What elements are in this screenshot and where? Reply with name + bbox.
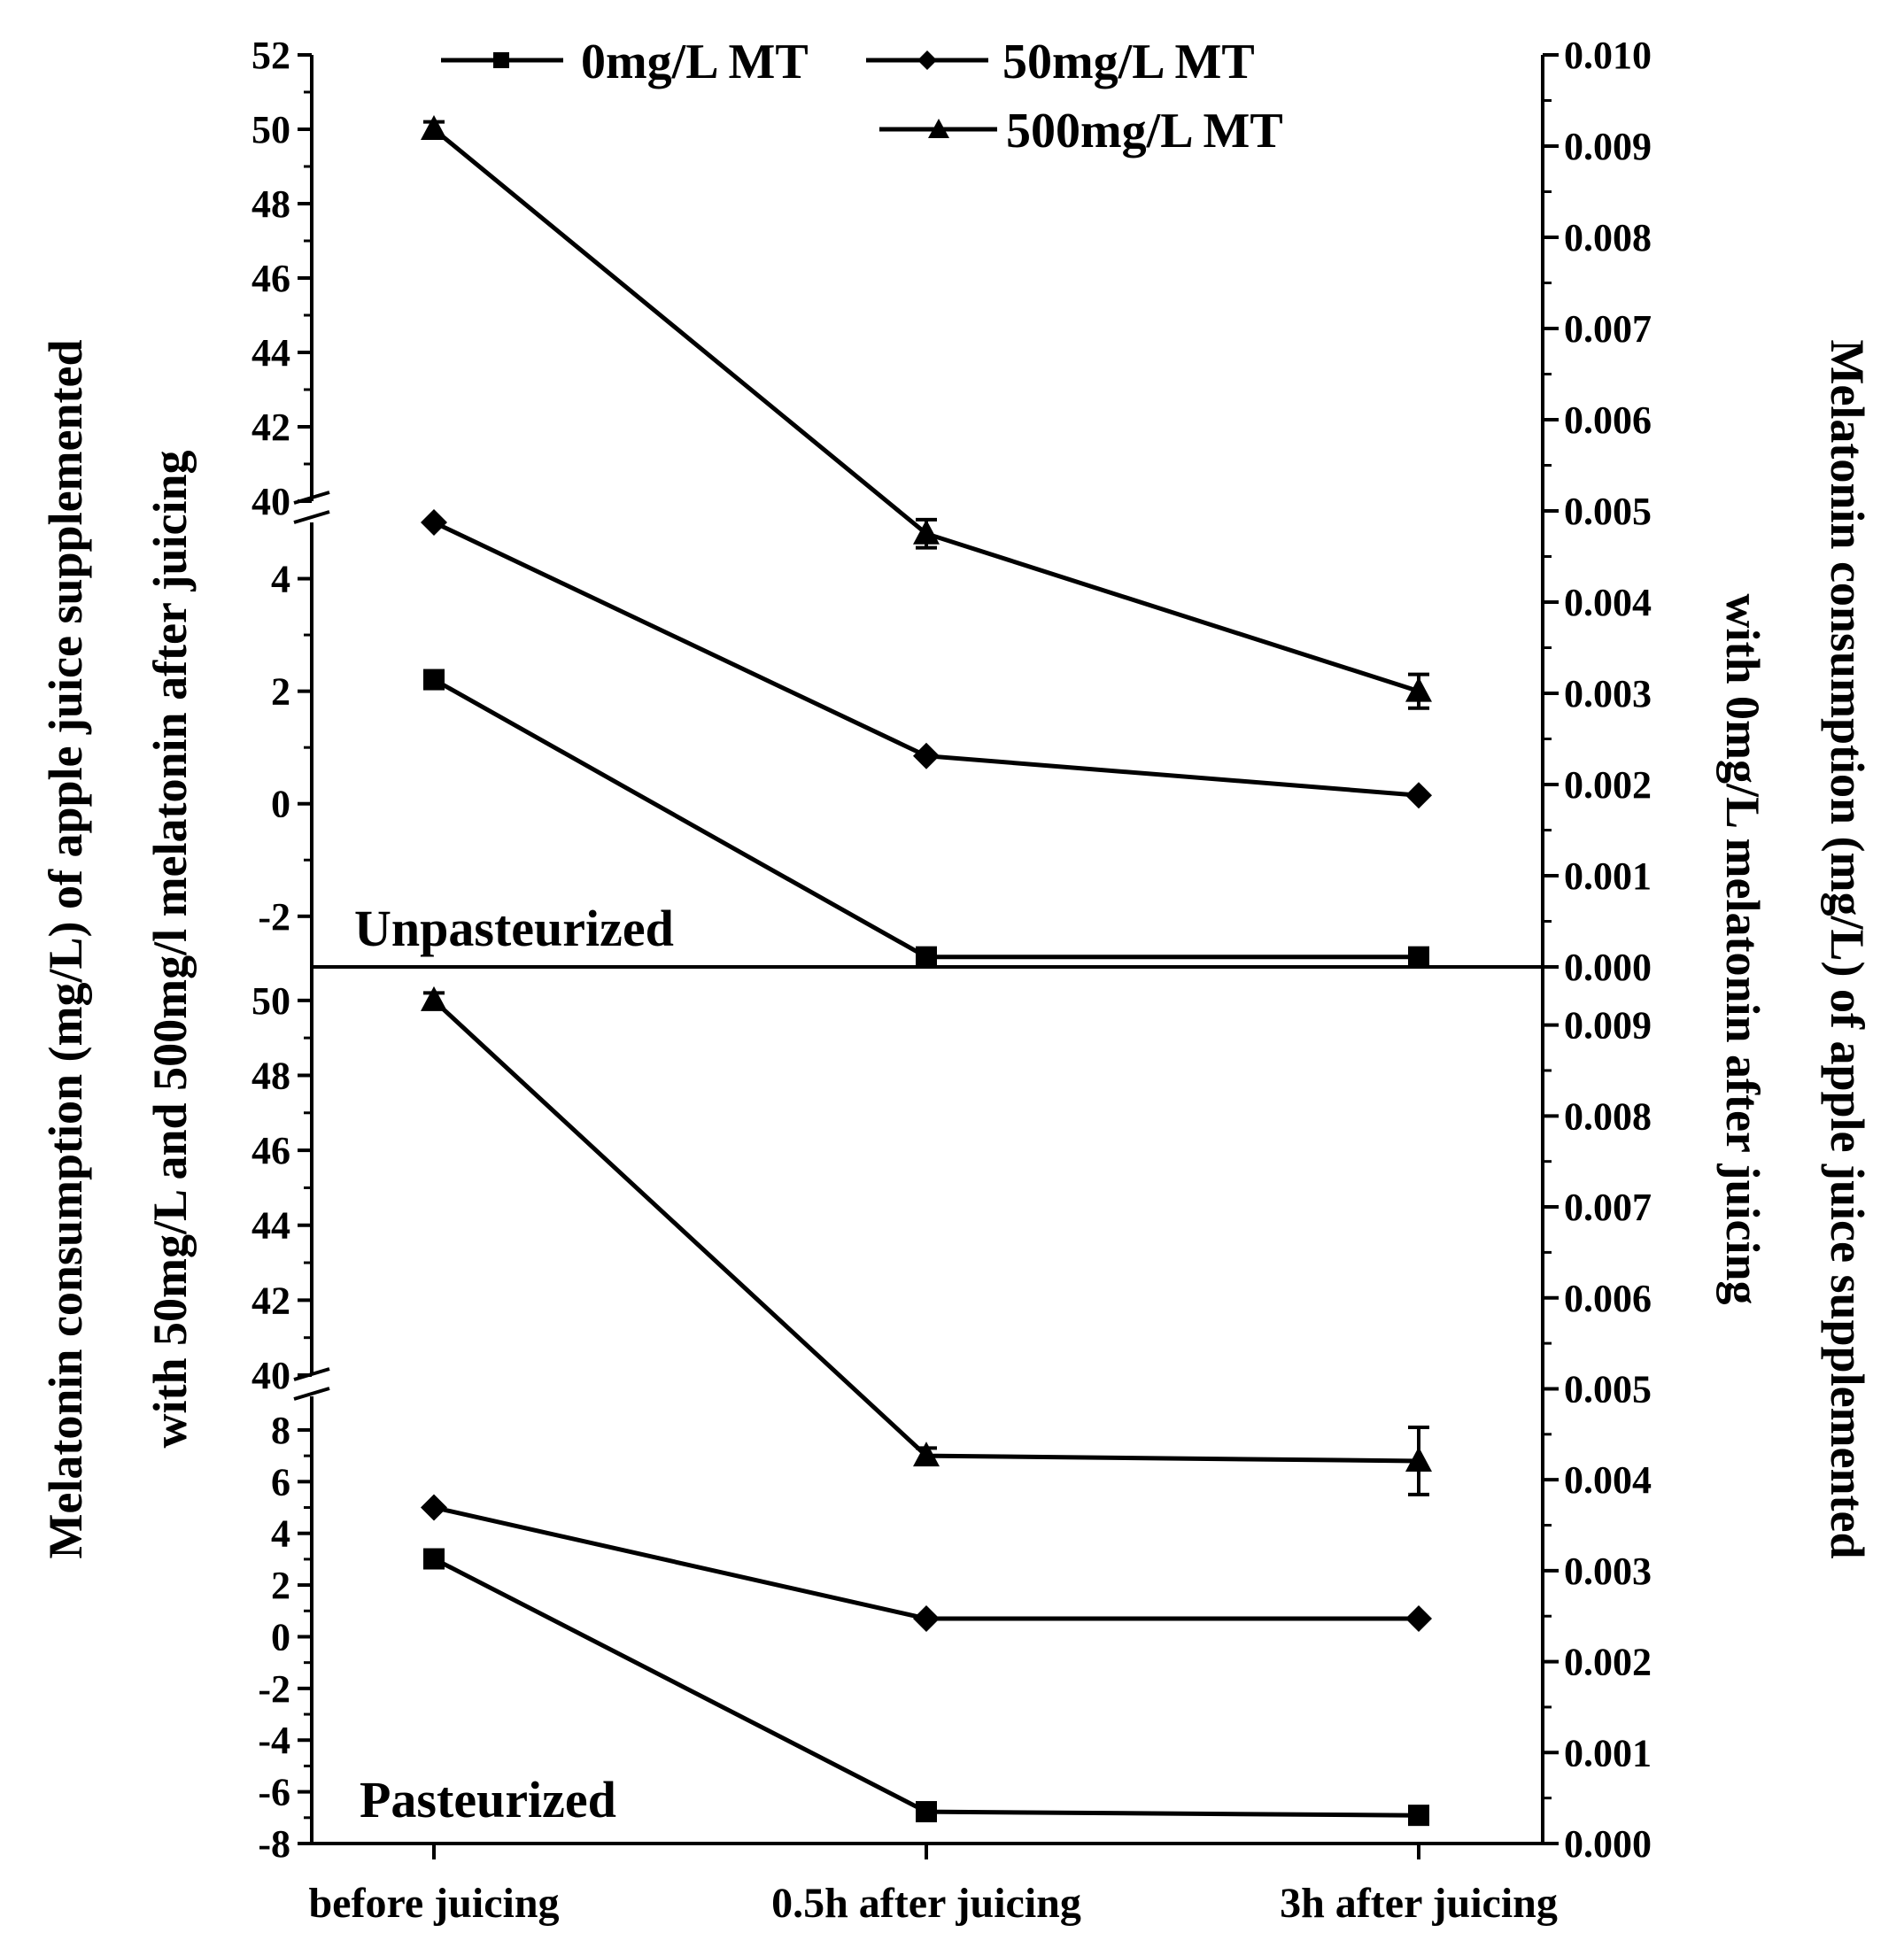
right-tick-label-p1-8: 0.008 (1564, 1094, 1652, 1138)
left-tick-label-p0-lower-2: 2 (271, 670, 290, 714)
left-y-axis-title-line1: Melatonin consumption (mg/L) of apple ju… (39, 339, 92, 1558)
left-tick-label-p1-lower-2: -4 (258, 1719, 290, 1762)
axis-ticks: -2024404244464850520.0000.0010.0020.0030… (252, 34, 1652, 1866)
x-tick-label-1: 0.5h after juicing (771, 1880, 1081, 1927)
legend-marker-square (493, 52, 509, 68)
left-tick-label-p1-upper-5: 50 (252, 979, 290, 1023)
point-p0-0mglmt-1 (916, 946, 937, 968)
left-tick-label-p1-upper-0: 40 (252, 1354, 290, 1397)
left-tick-label-p1-lower-4: 0 (271, 1615, 290, 1658)
panel-label-unpasteurized: Unpasteurized (354, 900, 674, 957)
left-tick-label-p1-lower-6: 4 (271, 1512, 290, 1556)
right-tick-label-p0-4: 0.004 (1564, 581, 1652, 624)
left-tick-label-p1-lower-1: -6 (258, 1771, 290, 1814)
right-tick-label-p0-10: 0.010 (1564, 34, 1652, 77)
point-p1-500mglmt-0 (421, 986, 447, 1011)
right-tick-label-p0-1: 0.001 (1564, 854, 1652, 898)
series-line-p1-50mglmt (433, 1505, 1419, 1621)
panel-label-pasteurized: Pasteurized (360, 1771, 616, 1828)
series-line-p1-500mglmt (432, 999, 1420, 1464)
plot-area (421, 115, 1432, 1827)
point-p0-50mglmt-0 (421, 509, 447, 536)
axis-break-mark-top (293, 491, 330, 524)
left-tick-label-p0-upper-1: 42 (252, 406, 290, 449)
legend-label-500mg: 500mg/L MT (1006, 104, 1283, 158)
legend: 0mg/L MT 50mg/L MT 500mg/L MT (441, 35, 1283, 158)
left-tick-label-p1-lower-3: -2 (258, 1667, 290, 1711)
right-y-axis-title: Melatonin consumption (mg/L) of apple ju… (1716, 339, 1874, 1558)
point-p1-0mglmt-1 (916, 1801, 937, 1823)
left-tick-label-p1-lower-7: 6 (271, 1460, 290, 1504)
legend-label-50mg: 50mg/L MT (1002, 35, 1255, 89)
point-p0-50mglmt-2 (1405, 782, 1432, 809)
right-y-axis-title-line1: Melatonin consumption (mg/L) of apple ju… (1821, 339, 1874, 1558)
right-tick-label-p1-3: 0.003 (1564, 1550, 1652, 1593)
left-tick-label-p0-upper-2: 44 (252, 331, 290, 375)
left-tick-label-p1-lower-0: -8 (258, 1822, 290, 1866)
legend-item-500mg: 500mg/L MT (879, 104, 1283, 158)
left-tick-label-p1-upper-4: 48 (252, 1054, 290, 1097)
point-p1-0mglmt-2 (1408, 1805, 1429, 1827)
left-tick-label-p0-upper-3: 46 (252, 257, 290, 300)
point-p0-50mglmt-1 (913, 742, 940, 769)
x-tick-label-2: 3h after juicing (1280, 1880, 1558, 1927)
series-line-p0-500mglmt (432, 128, 1420, 693)
left-tick-label-p1-lower-8: 8 (271, 1409, 290, 1452)
left-y-axis-title-line2: with 50mg/L and 500mg/l melatonin after … (143, 450, 197, 1448)
legend-item-50mg: 50mg/L MT (866, 35, 1255, 89)
point-p0-0mglmt-0 (423, 669, 445, 691)
right-tick-label-p1-7: 0.007 (1564, 1186, 1652, 1229)
legend-label-0mg: 0mg/L MT (581, 35, 809, 89)
legend-marker-diamond (917, 50, 937, 70)
point-p1-50mglmt-0 (421, 1494, 447, 1521)
left-tick-label-p0-lower-3: 4 (271, 558, 290, 601)
left-tick-label-p0-upper-4: 48 (252, 182, 290, 226)
x-tick-label-0: before juicing (308, 1880, 559, 1927)
right-tick-label-p1-2: 0.002 (1564, 1641, 1652, 1684)
point-p1-50mglmt-1 (913, 1605, 940, 1633)
point-p1-50mglmt-2 (1405, 1605, 1432, 1633)
right-tick-label-p0-5: 0.005 (1564, 490, 1652, 533)
left-tick-label-p1-upper-1: 42 (252, 1279, 290, 1322)
right-tick-label-p1-6: 0.006 (1564, 1277, 1652, 1320)
right-tick-label-p1-4: 0.004 (1564, 1458, 1652, 1502)
right-tick-label-p0-8: 0.008 (1564, 216, 1652, 259)
left-tick-label-p0-upper-0: 40 (252, 480, 290, 523)
point-p0-500mglmt-1 (913, 519, 940, 545)
left-tick-label-p0-upper-6: 52 (252, 34, 290, 77)
right-tick-label-p0-3: 0.003 (1564, 672, 1652, 715)
point-p1-500mglmt-1 (913, 1442, 940, 1467)
point-p0-500mglmt-0 (421, 115, 447, 140)
legend-item-0mg: 0mg/L MT (441, 35, 809, 89)
point-p1-0mglmt-0 (423, 1548, 445, 1570)
point-p0-500mglmt-2 (1405, 676, 1432, 702)
right-tick-label-p1-9: 0.009 (1564, 1004, 1652, 1047)
right-tick-label-p0-0: 0.000 (1564, 946, 1652, 989)
left-tick-label-p0-lower-0: -2 (258, 895, 290, 939)
point-p0-0mglmt-2 (1408, 946, 1429, 968)
left-tick-label-p1-upper-3: 46 (252, 1129, 290, 1172)
right-tick-label-p0-7: 0.007 (1564, 307, 1652, 351)
right-tick-label-p1-5: 0.005 (1564, 1367, 1652, 1411)
left-tick-label-p0-lower-1: 0 (271, 783, 290, 826)
right-y-axis-title-line2: with 0mg/L melatonin after juicing (1716, 594, 1769, 1305)
right-tick-label-p1-0: 0.000 (1564, 1822, 1652, 1866)
left-tick-label-p0-upper-5: 50 (252, 108, 290, 151)
legend-marker-triangle (928, 119, 949, 138)
right-tick-label-p0-6: 0.006 (1564, 398, 1652, 442)
left-y-axis-title: Melatonin consumption (mg/L) of apple ju… (39, 339, 197, 1558)
point-p1-500mglmt-2 (1405, 1446, 1432, 1472)
right-tick-label-p1-1: 0.001 (1564, 1731, 1652, 1774)
right-tick-label-p0-2: 0.002 (1564, 763, 1652, 807)
right-tick-label-p0-9: 0.009 (1564, 125, 1652, 168)
left-tick-label-p1-lower-5: 2 (271, 1564, 290, 1607)
left-tick-label-p1-upper-2: 44 (252, 1204, 290, 1248)
